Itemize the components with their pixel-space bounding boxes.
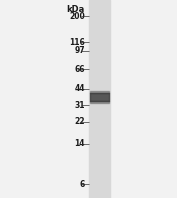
Bar — [89, 0, 110, 198]
Text: 14: 14 — [75, 139, 85, 148]
Text: 97: 97 — [74, 46, 85, 55]
Text: 44: 44 — [75, 84, 85, 93]
Text: 200: 200 — [69, 12, 85, 21]
Text: 31: 31 — [75, 101, 85, 110]
Text: 22: 22 — [75, 117, 85, 127]
Text: kDa: kDa — [67, 5, 85, 14]
Text: 116: 116 — [69, 38, 85, 47]
Text: 6: 6 — [80, 180, 85, 189]
Text: 66: 66 — [75, 65, 85, 74]
